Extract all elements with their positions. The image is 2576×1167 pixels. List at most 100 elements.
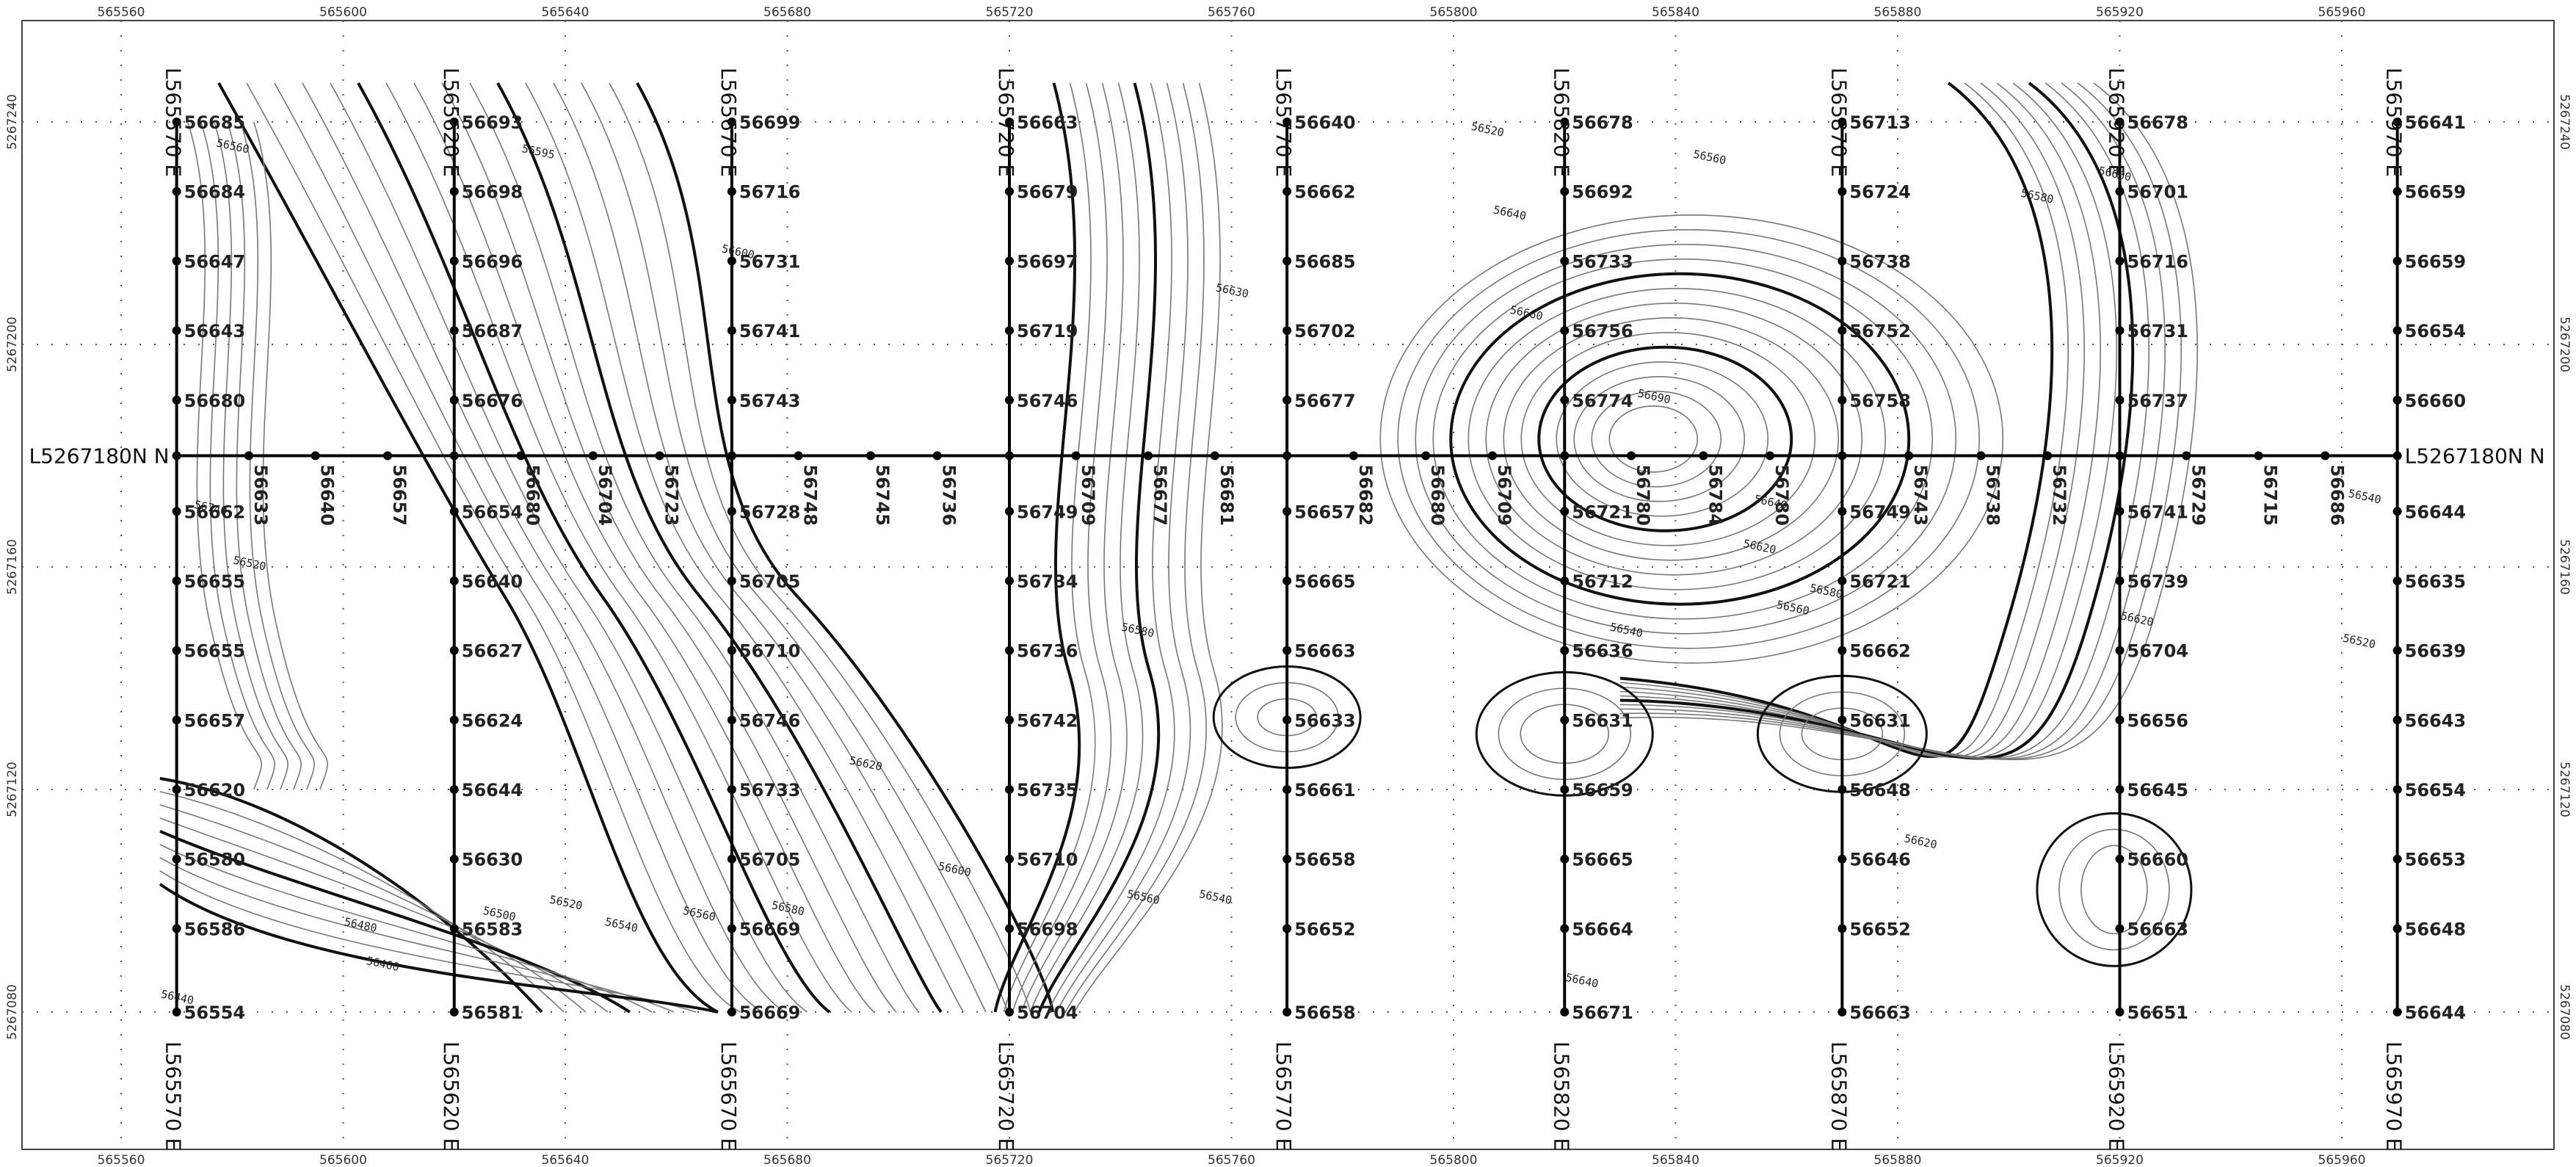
y-tick-label-right: 5267120 (2557, 762, 2572, 817)
station-reading: 56654 (462, 502, 523, 522)
x-tick-label-top: 565600 (319, 5, 367, 20)
station-reading: 56731 (739, 251, 801, 272)
station-reading: 56640 (1294, 112, 1356, 133)
station-dot (727, 715, 736, 725)
station-dot (1282, 256, 1292, 266)
station-reading: 56741 (739, 321, 801, 342)
line-label-bottom: L565570 E (162, 1041, 186, 1151)
station-dot (2392, 924, 2402, 933)
station-reading: 56663 (1294, 641, 1356, 662)
x-tick-label-top: 565640 (542, 5, 589, 20)
station-dot (2115, 187, 2125, 196)
station-dot (1560, 256, 1570, 266)
station-dot (1005, 118, 1014, 126)
x-tick-label-top: 565880 (1874, 5, 1922, 20)
station-dot (1071, 451, 1081, 460)
contour-ring (2058, 828, 2170, 951)
station-dot (449, 1008, 459, 1016)
station-dot (1282, 924, 1292, 933)
station-dot (1005, 187, 1014, 196)
station-reading: 56697 (1017, 251, 1078, 272)
station-reading: 56648 (2405, 919, 2467, 939)
station-dot (1627, 451, 1636, 460)
station-dot (727, 854, 736, 864)
baseline-reading: 56736 (939, 465, 959, 527)
contour-ring (1449, 272, 1911, 606)
contour-line (1619, 82, 2166, 760)
station-dot (1837, 118, 1847, 126)
station-dot (1837, 256, 1847, 266)
station-reading: 56737 (2127, 391, 2189, 411)
station-reading: 56639 (2405, 641, 2467, 662)
x-tick-label-bottom: 565640 (542, 1153, 589, 1167)
line-label-top: L565570 E (162, 68, 186, 177)
station-dot (449, 118, 459, 126)
y-tick-label-right: 5267240 (2557, 94, 2572, 150)
contour-line (1056, 82, 1191, 1013)
contour-line (1047, 82, 1175, 1013)
station-dot (449, 924, 459, 933)
y-tick-label-left: 5267240 (5, 94, 20, 150)
x-tick-label-top: 565720 (986, 5, 1034, 20)
contour-line (1619, 82, 2198, 761)
station-dot (727, 395, 736, 405)
station-reading: 56721 (1849, 571, 1911, 592)
station-reading: 56671 (1572, 1002, 1633, 1023)
contour-ring (1503, 317, 1840, 561)
station-dot (172, 646, 181, 655)
contour-ring (1608, 405, 1699, 473)
station-dot (1282, 326, 1292, 336)
station-reading: 56710 (739, 641, 801, 662)
contour-ring (1432, 258, 1934, 620)
station-reading: 56698 (462, 182, 523, 203)
contour-line (1020, 82, 1128, 1013)
y-tick-label-right: 5267200 (2557, 317, 2572, 372)
contour-ring (1537, 345, 1793, 532)
station-dot (1837, 785, 1847, 794)
station-dot (2115, 256, 2125, 266)
station-dot (1005, 854, 1014, 864)
station-reading: 56554 (184, 1002, 246, 1023)
station-reading: 56731 (2127, 321, 2189, 342)
station-reading: 56643 (2405, 710, 2467, 731)
station-reading: 56654 (2405, 321, 2467, 342)
station-reading: 56728 (739, 502, 801, 522)
station-dot (172, 715, 181, 725)
station-reading: 56662 (1294, 182, 1356, 203)
station-dot (2392, 576, 2402, 585)
station-dot (449, 646, 459, 655)
station-dot (449, 785, 459, 794)
baseline-reading: 56680 (523, 465, 543, 527)
station-reading: 56736 (1017, 641, 1078, 662)
station-reading: 56663 (2127, 919, 2189, 939)
station-reading: 56627 (462, 641, 523, 662)
station-dot (2115, 715, 2125, 725)
station-dot (1837, 576, 1847, 585)
line-label-bottom: L565720 E (994, 1041, 1018, 1151)
contour-line (581, 82, 1009, 1013)
station-dot (2043, 451, 2053, 460)
station-dot (2392, 854, 2402, 864)
station-reading: 56676 (462, 391, 523, 411)
station-dot (1282, 785, 1292, 794)
station-reading: 56746 (1017, 391, 1078, 411)
y-tick-label-right: 5267160 (2557, 539, 2572, 595)
y-tick-label-left: 5267160 (5, 539, 20, 595)
station-reading: 56693 (462, 112, 523, 133)
station-reading: 56631 (1572, 710, 1633, 731)
line-label-top: L565970 E (2382, 68, 2406, 177)
station-dot (244, 451, 253, 460)
contour-line (993, 82, 1081, 1013)
station-dot (1560, 715, 1570, 725)
station-dot (2115, 576, 2125, 585)
station-dot (1421, 451, 1431, 460)
station-dot (1282, 507, 1292, 516)
station-reading: 56580 (184, 850, 246, 870)
x-tick-label-bottom: 565760 (1208, 1153, 1255, 1167)
station-dot (2392, 715, 2402, 725)
station-reading: 56705 (739, 571, 801, 592)
station-dot (727, 646, 736, 655)
station-reading: 56696 (462, 251, 523, 272)
station-dot (1282, 118, 1292, 126)
